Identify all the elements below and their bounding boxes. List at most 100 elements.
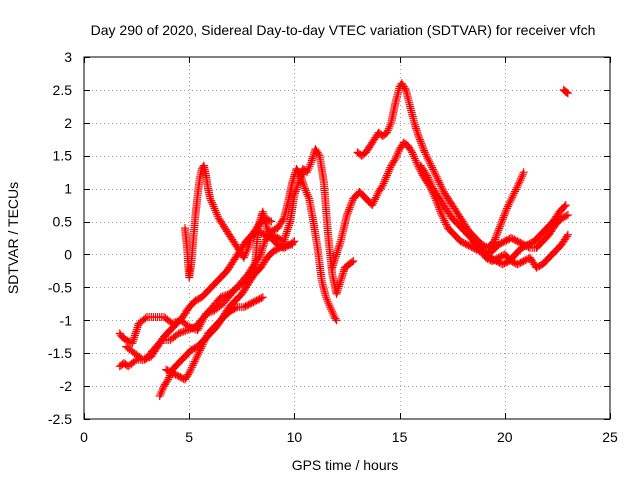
data-point xyxy=(430,169,439,178)
data-point xyxy=(372,191,381,200)
data-point xyxy=(415,133,424,142)
data-point xyxy=(192,353,201,362)
data-point xyxy=(300,184,309,193)
data-point xyxy=(438,212,447,221)
data-point xyxy=(196,344,205,353)
data-point xyxy=(209,202,218,211)
data-point xyxy=(432,172,441,181)
data-point xyxy=(515,178,524,187)
data-point xyxy=(400,84,409,93)
data-point xyxy=(394,147,403,156)
data-point xyxy=(131,329,140,338)
data-point xyxy=(283,227,291,236)
data-point xyxy=(278,215,287,224)
data-point xyxy=(425,157,434,166)
data-point xyxy=(412,158,421,167)
data-point xyxy=(434,201,443,210)
data-point xyxy=(507,195,516,203)
data-point xyxy=(436,180,445,189)
data-point xyxy=(184,370,193,379)
x-tick-label: 10 xyxy=(287,429,303,445)
data-point xyxy=(491,233,500,242)
data-point xyxy=(303,166,312,175)
data-point xyxy=(418,143,427,151)
data-point xyxy=(491,235,499,244)
data-point xyxy=(377,183,386,191)
data-point xyxy=(241,249,250,258)
series-trace-5 xyxy=(162,294,266,384)
data-point xyxy=(384,167,393,176)
data-point xyxy=(329,311,338,319)
data-point xyxy=(509,191,518,200)
data-point xyxy=(284,221,293,230)
data-point xyxy=(420,148,429,157)
data-point xyxy=(517,174,526,183)
data-point xyxy=(519,168,528,177)
data-point xyxy=(499,213,508,222)
data-point xyxy=(506,196,515,205)
data-point xyxy=(202,333,211,342)
data-point xyxy=(327,305,335,314)
data-point xyxy=(322,295,331,304)
data-point xyxy=(427,161,436,170)
data-point xyxy=(189,359,198,368)
data-point xyxy=(201,335,210,344)
data-point xyxy=(302,188,311,197)
data-point xyxy=(490,237,499,246)
data-point xyxy=(422,152,431,161)
data-point xyxy=(188,324,197,333)
data-point xyxy=(305,162,314,171)
data-point xyxy=(221,291,230,300)
data-point xyxy=(502,206,511,215)
data-point xyxy=(492,231,501,240)
data-point xyxy=(369,199,378,208)
y-tick-label: 1 xyxy=(64,181,72,197)
data-point xyxy=(155,392,164,400)
data-point xyxy=(436,207,445,216)
y-axis-label: SDTVAR / TECUs xyxy=(5,182,21,294)
data-point xyxy=(496,220,505,229)
data-point xyxy=(414,132,423,140)
data-point xyxy=(324,299,333,308)
data-point xyxy=(495,222,504,231)
data-point xyxy=(328,309,337,317)
data-point xyxy=(306,160,315,169)
data-point xyxy=(140,355,149,364)
data-point xyxy=(213,212,222,221)
y-tick-label: -1.5 xyxy=(48,345,72,361)
data-point xyxy=(409,150,418,159)
data-point xyxy=(423,173,432,182)
data-point xyxy=(502,204,511,213)
x-tick-label: 15 xyxy=(392,429,408,445)
data-point xyxy=(258,293,267,302)
data-point xyxy=(195,348,204,357)
data-point xyxy=(304,192,313,201)
data-point xyxy=(415,135,424,144)
y-tick-label: -0.5 xyxy=(48,279,72,295)
data-point xyxy=(198,340,207,349)
data-point xyxy=(423,154,432,163)
data-point xyxy=(497,219,506,227)
data-point xyxy=(433,174,442,183)
data-point xyxy=(440,216,449,225)
data-point xyxy=(218,292,227,301)
data-point xyxy=(563,230,572,239)
data-points xyxy=(115,79,572,400)
data-point xyxy=(208,200,217,209)
series-trace-10 xyxy=(469,232,571,272)
data-point xyxy=(193,352,202,360)
data-point xyxy=(332,316,341,325)
data-point xyxy=(191,355,200,364)
data-point xyxy=(562,232,571,241)
data-point xyxy=(323,297,332,306)
data-point xyxy=(326,303,335,312)
data-point xyxy=(493,230,502,238)
data-point xyxy=(188,361,197,370)
data-point xyxy=(411,156,420,165)
data-point xyxy=(434,203,443,212)
data-point xyxy=(518,170,527,179)
data-point xyxy=(190,357,199,366)
data-point xyxy=(513,181,522,190)
data-point xyxy=(144,353,152,362)
